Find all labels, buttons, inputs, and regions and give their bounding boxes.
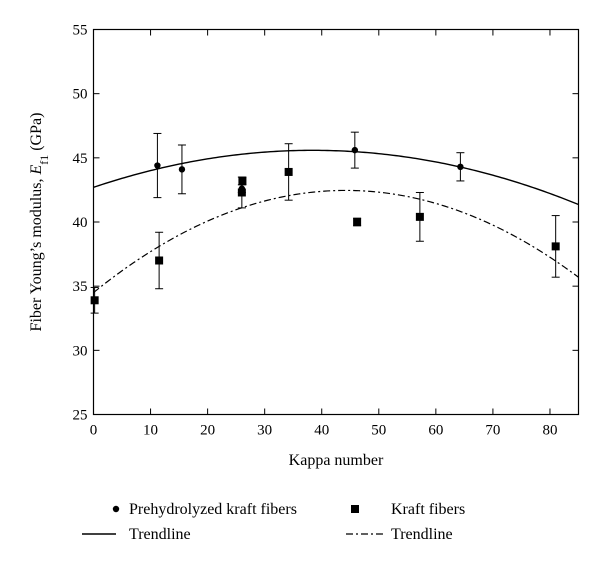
legend-label-trendline-solid: Trendline bbox=[129, 526, 191, 543]
data-point-kraft bbox=[238, 176, 247, 185]
data-point-prehydrolyzed bbox=[351, 146, 359, 154]
data-point-kraft bbox=[155, 256, 164, 265]
data-point-kraft bbox=[90, 296, 99, 305]
legend-item-kraft: Kraft fibers bbox=[351, 501, 465, 518]
x-tick-label: 70 bbox=[485, 423, 500, 439]
x-tick-label: 50 bbox=[371, 423, 386, 439]
point-layer bbox=[90, 146, 560, 305]
x-tick-label: 80 bbox=[542, 423, 557, 439]
data-point-prehydrolyzed bbox=[457, 163, 464, 171]
plot-frame bbox=[92, 28, 580, 416]
trendline-layer bbox=[93, 149, 579, 294]
y-axis-title: Fiber Young’s modulus, Ef1 (GPa) bbox=[28, 113, 51, 332]
trendline-dashdot bbox=[93, 189, 579, 294]
legend-item-trendline-solid: Trendline bbox=[82, 526, 191, 543]
data-point-kraft bbox=[551, 242, 560, 251]
data-point-kraft bbox=[353, 218, 362, 226]
data-point-kraft bbox=[284, 167, 293, 176]
y-axis: 25 30 35 40 45 50 55 bbox=[73, 23, 579, 424]
x-axis-title: Kappa number bbox=[289, 452, 384, 469]
y-tick-label: 25 bbox=[73, 408, 88, 424]
data-point-prehydrolyzed bbox=[178, 166, 186, 173]
x-tick-label: 30 bbox=[257, 423, 272, 439]
legend-item-trendline-dashdot: Trendline bbox=[346, 526, 453, 543]
x-tick-label: 40 bbox=[314, 423, 329, 439]
data-point-kraft bbox=[237, 188, 246, 197]
y-tick-label: 55 bbox=[73, 23, 88, 39]
legend-label-kraft: Kraft fibers bbox=[391, 501, 465, 518]
y-tick-label: 40 bbox=[73, 215, 88, 231]
data-point-kraft bbox=[415, 212, 424, 221]
legend-label-trendline-dashdot: Trendline bbox=[391, 526, 453, 543]
x-axis: 0 10 20 30 40 50 60 70 80 bbox=[90, 29, 557, 439]
x-tick-label: 20 bbox=[200, 423, 215, 439]
error-bar-layer bbox=[90, 131, 560, 314]
y-tick-label: 35 bbox=[73, 279, 88, 295]
legend-label-prehydrolyzed: Prehydrolyzed kraft fibers bbox=[129, 501, 297, 518]
x-tick-label: 10 bbox=[143, 423, 158, 439]
x-tick-label: 0 bbox=[90, 423, 98, 439]
legend-square-marker bbox=[351, 505, 359, 513]
y-tick-label: 45 bbox=[73, 151, 88, 167]
legend-item-prehydrolyzed: Prehydrolyzed kraft fibers bbox=[112, 501, 297, 518]
y-tick-label: 50 bbox=[73, 87, 88, 103]
legend-circle-marker bbox=[112, 505, 120, 513]
trendline-solid bbox=[93, 149, 579, 206]
legend: Prehydrolyzed kraft fibers Kraft fibers … bbox=[82, 501, 465, 543]
x-tick-label: 60 bbox=[428, 423, 443, 439]
y-tick-label: 30 bbox=[73, 343, 88, 359]
data-point-prehydrolyzed bbox=[154, 162, 161, 169]
